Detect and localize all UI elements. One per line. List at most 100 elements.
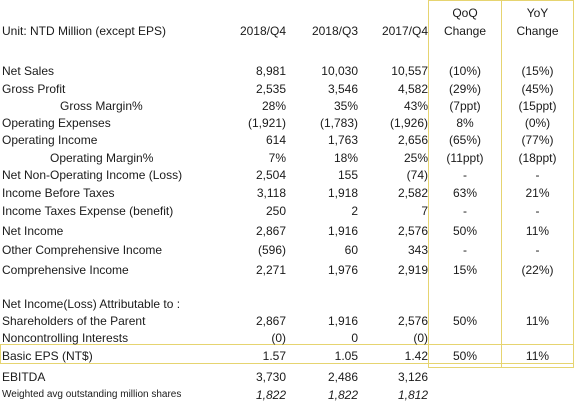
- row-label: EBITDA: [2, 370, 46, 384]
- cell-q4-2017: (74): [406, 168, 428, 182]
- row-label: Other Comprehensive Income: [2, 243, 163, 257]
- row-label: Net Income(Loss) Attributable to :: [2, 297, 181, 311]
- change-columns-right-border: [573, 0, 574, 368]
- cell-qoq: (65%): [448, 133, 481, 147]
- header-qoq-change: Change: [443, 24, 487, 38]
- cell-q3-2018: 35%: [333, 99, 358, 113]
- row-label: Operating Expenses: [2, 116, 111, 130]
- cell-q4-2017: 43%: [403, 99, 428, 113]
- cell-qoq: 15%: [452, 263, 478, 277]
- cell-q4-2018: (596): [257, 243, 286, 257]
- change-columns-divider: [501, 0, 502, 368]
- cell-q4-2017: 25%: [403, 151, 428, 165]
- cell-yoy: (77%): [521, 133, 554, 147]
- cell-qoq: 50%: [452, 314, 478, 328]
- cell-q3-2018: 1,822: [327, 388, 358, 402]
- cell-yoy: 11%: [525, 314, 550, 328]
- cell-qoq: -: [463, 204, 467, 218]
- cell-qoq: 63%: [452, 186, 478, 200]
- change-columns-left-border: [428, 0, 429, 368]
- unit-label: Unit: NTD Million (except EPS): [2, 24, 167, 38]
- cell-yoy: -: [535, 204, 540, 218]
- cell-q4-2018: (0): [271, 331, 286, 345]
- cell-yoy: (15ppt): [518, 99, 557, 113]
- cell-q4-2017: (0): [413, 331, 428, 345]
- cell-qoq: (29%): [448, 82, 481, 96]
- cell-qoq: 50%: [452, 224, 478, 238]
- cell-q4-2018: 2,535: [255, 82, 286, 96]
- cell-q3-2018: 155: [337, 168, 358, 182]
- cell-q4-2017: 2,576: [397, 224, 428, 238]
- cell-q3-2018: 1,763: [327, 133, 358, 147]
- cell-q3-2018: 2: [351, 204, 358, 218]
- cell-q4-2018: 250: [265, 204, 286, 218]
- cell-q3-2018: 1,916: [327, 224, 358, 238]
- row-label: Net Sales: [2, 64, 55, 78]
- cell-q4-2018: 1,822: [255, 388, 286, 402]
- row-label: Operating Margin%: [50, 151, 154, 165]
- cell-q4-2018: (1,921): [247, 116, 286, 130]
- row-label: Gross Margin%: [60, 99, 143, 113]
- cell-q3-2018: 3,546: [327, 82, 358, 96]
- cell-yoy: (18ppt): [518, 151, 557, 165]
- cell-yoy: (45%): [521, 82, 554, 96]
- cell-q4-2017: 10,557: [391, 64, 428, 78]
- cell-yoy: (0%): [524, 116, 551, 130]
- cell-q4-2017: 1.42: [404, 349, 428, 363]
- cell-q3-2018: 1.05: [334, 349, 358, 363]
- cell-q3-2018: 18%: [333, 151, 358, 165]
- change-columns-bottom-border: [428, 367, 574, 368]
- cell-qoq: -: [463, 168, 467, 182]
- row-label: Net Non-Operating Income (Loss): [2, 168, 183, 182]
- header-2018-q4: 2018/Q4: [239, 24, 286, 38]
- cell-q3-2018: 2,486: [327, 370, 358, 384]
- cell-q4-2017: 1,812: [397, 388, 428, 402]
- row-label: Noncontrolling Interests: [2, 331, 129, 345]
- cell-qoq: (11ppt): [446, 151, 484, 165]
- cell-q4-2018: 2,867: [255, 224, 286, 238]
- row-label: Comprehensive Income: [2, 263, 129, 277]
- cell-q3-2018: 10,030: [321, 64, 358, 78]
- cell-yoy: 21%: [525, 186, 550, 200]
- row-label: Weighted avg outstanding million shares: [2, 389, 182, 400]
- header-qoq: QoQ: [452, 6, 478, 20]
- cell-q4-2018: 2,504: [255, 168, 286, 182]
- cell-q4-2018: 614: [265, 133, 286, 147]
- cell-qoq: (7ppt): [449, 99, 481, 113]
- cell-q4-2018: 3,730: [255, 370, 286, 384]
- cell-q4-2017: 4,582: [397, 82, 428, 96]
- cell-qoq: 50%: [452, 349, 478, 363]
- header-yoy-change: Change: [516, 24, 559, 38]
- cell-q4-2018: 2,271: [255, 263, 286, 277]
- cell-q4-2017: 2,656: [397, 133, 428, 147]
- header-2018-q3: 2018/Q3: [311, 24, 358, 38]
- cell-q4-2017: 2,919: [397, 263, 428, 277]
- cell-q4-2018: 3,118: [256, 186, 286, 200]
- cell-q3-2018: 1,916: [327, 314, 358, 328]
- header-yoy: YoY: [526, 6, 549, 20]
- row-label: Shareholders of the Parent: [2, 314, 146, 328]
- cell-q4-2018: 8,981: [255, 64, 286, 78]
- cell-yoy: (22%): [521, 263, 554, 277]
- cell-q4-2018: 2,867: [255, 314, 286, 328]
- cell-q4-2017: 7: [421, 204, 428, 218]
- header-2017-q4: 2017/Q4: [381, 24, 428, 38]
- cell-q3-2018: 60: [344, 243, 358, 257]
- cell-q4-2017: 2,582: [397, 186, 428, 200]
- cell-q3-2018: (1,783): [319, 116, 358, 130]
- row-label: Net Income: [2, 224, 64, 238]
- cell-q4-2018: 1.57: [262, 349, 286, 363]
- row-label: Basic EPS (NT$): [2, 349, 93, 363]
- cell-q3-2018: 1,976: [327, 263, 358, 277]
- cell-q4-2017: (1,926): [389, 116, 428, 130]
- cell-q4-2017: 2,576: [397, 314, 428, 328]
- cell-q4-2018: 28%: [261, 99, 286, 113]
- cell-qoq: (10%): [448, 64, 481, 78]
- row-label: Income Before Taxes: [2, 186, 115, 200]
- cell-q4-2017: 3,126: [397, 370, 428, 384]
- cell-yoy: (15%): [521, 64, 554, 78]
- cell-q4-2018: 7%: [268, 151, 286, 165]
- cell-q3-2018: 1,918: [327, 186, 358, 200]
- cell-qoq: 8%: [456, 116, 474, 130]
